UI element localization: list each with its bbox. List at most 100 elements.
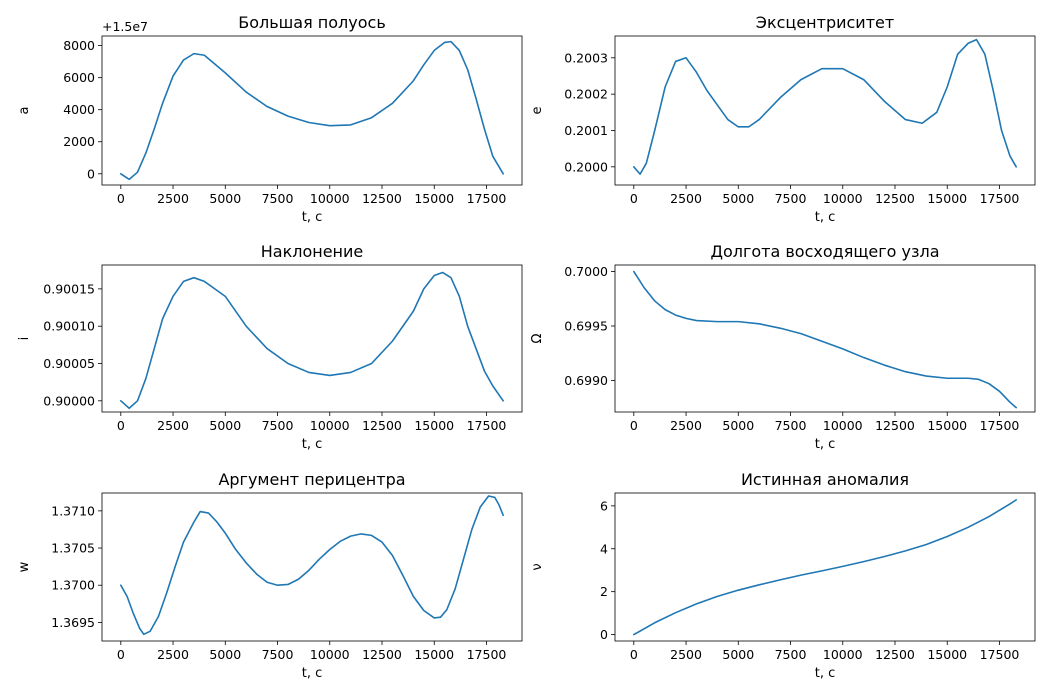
x-tick-label: 0 xyxy=(117,418,125,433)
chart-title: Истинная аномалия xyxy=(741,470,909,489)
plot-frame xyxy=(614,264,1036,413)
y-tick-label: 0.90005 xyxy=(43,356,95,371)
y-tick-label: 0.6995 xyxy=(564,318,608,333)
chart-title: Долгота восходящего узла xyxy=(710,242,939,261)
x-tick-label: 17500 xyxy=(467,647,507,662)
y-tick-label: 0.2001 xyxy=(564,123,608,138)
x-tick-label: 2500 xyxy=(670,647,702,662)
y-tick-label: 4000 xyxy=(63,102,95,117)
x-tick-label: 2500 xyxy=(157,418,189,433)
y-tick-label: 0.6990 xyxy=(564,373,608,388)
series-line xyxy=(633,270,1017,409)
y-tick-label: 1.3695 xyxy=(51,615,95,630)
x-tick-label: 12500 xyxy=(875,418,915,433)
y-tick-label: 0 xyxy=(87,166,95,181)
series-line xyxy=(633,499,1017,636)
x-axis-label: t, с xyxy=(815,210,836,225)
x-tick-label: 0 xyxy=(630,418,638,433)
x-tick-label: 15000 xyxy=(927,647,967,662)
x-axis-label: t, с xyxy=(815,437,836,452)
x-tick-label: 17500 xyxy=(980,418,1020,433)
y-offset-label: +1.5e7 xyxy=(102,19,148,34)
series-line xyxy=(120,495,504,636)
x-axis-label: t, с xyxy=(302,666,323,681)
series-line xyxy=(633,38,1017,175)
x-tick-label: 17500 xyxy=(467,191,507,206)
y-tick-label: 4 xyxy=(600,541,608,556)
x-tick-label: 12500 xyxy=(875,647,915,662)
x-tick-label: 0 xyxy=(630,647,638,662)
x-tick-label: 10000 xyxy=(310,418,350,433)
x-tick-label: 2500 xyxy=(157,191,189,206)
y-tick-label: 1.3705 xyxy=(51,541,95,556)
x-tick-label: 12500 xyxy=(362,647,402,662)
x-tick-label: 17500 xyxy=(980,647,1020,662)
x-tick-label: 12500 xyxy=(362,418,402,433)
x-tick-label: 7500 xyxy=(262,191,294,206)
subplot-2: Эксцентриситет 0 2500 5000 7500 10000 12500 150… xyxy=(530,13,1036,225)
subplot-1: Большая полуось 0 2500 5000 7500 10000 12500 15… xyxy=(17,13,523,225)
x-tick-label: 0 xyxy=(117,647,125,662)
y-tick-label: 0.2003 xyxy=(564,50,608,65)
x-tick-label: 15000 xyxy=(927,191,967,206)
y-axis-label: w xyxy=(17,561,32,572)
x-tick-label: 15000 xyxy=(414,418,454,433)
x-tick-label: 10000 xyxy=(823,647,863,662)
x-tick-label: 7500 xyxy=(775,647,807,662)
x-tick-label: 7500 xyxy=(775,418,807,433)
x-tick-label: 5000 xyxy=(722,647,754,662)
chart-title: Эксцентриситет xyxy=(756,13,894,32)
y-axis-label: Ω xyxy=(530,333,545,343)
x-axis-label: t, с xyxy=(302,437,323,452)
x-tick-label: 0 xyxy=(117,191,125,206)
y-tick-label: 0.90010 xyxy=(43,319,95,334)
x-tick-label: 5000 xyxy=(209,191,241,206)
x-tick-label: 15000 xyxy=(414,647,454,662)
subplot-3: Наклонение 0 2500 5000 7500 10000 12500 15000 17… xyxy=(17,242,523,452)
x-tick-label: 15000 xyxy=(414,191,454,206)
y-tick-label: 0 xyxy=(600,627,608,642)
x-axis-label: t, с xyxy=(815,666,836,681)
x-tick-label: 5000 xyxy=(722,191,754,206)
x-axis-label: t, с xyxy=(302,210,323,225)
x-tick-label: 10000 xyxy=(823,191,863,206)
y-tick-label: 6 xyxy=(600,498,608,513)
y-tick-label: 8000 xyxy=(63,38,95,53)
y-tick-label: 1.3710 xyxy=(51,503,95,518)
chart-title: Аргумент перицентра xyxy=(218,470,405,489)
y-axis-label: ν xyxy=(530,563,545,570)
y-tick-label: 1.3700 xyxy=(51,578,95,593)
plot-frame xyxy=(614,492,1036,642)
x-tick-label: 0 xyxy=(630,191,638,206)
series-line xyxy=(120,271,504,410)
chart-title: Большая полуось xyxy=(238,13,386,32)
series-line xyxy=(120,40,504,181)
y-tick-label: 2 xyxy=(600,584,608,599)
x-tick-label: 10000 xyxy=(823,418,863,433)
x-tick-label: 12500 xyxy=(362,191,402,206)
subplot-6: Истинная аномалия 0 2500 5000 7500 10000 12500… xyxy=(530,470,1036,681)
x-tick-label: 7500 xyxy=(775,191,807,206)
y-tick-label: 0.90015 xyxy=(43,281,95,296)
y-tick-label: 0.90000 xyxy=(43,393,95,408)
x-tick-label: 2500 xyxy=(670,418,702,433)
x-tick-label: 7500 xyxy=(262,418,294,433)
plot-frame xyxy=(101,492,523,642)
x-tick-label: 5000 xyxy=(722,418,754,433)
y-tick-label: 0.7000 xyxy=(564,264,608,279)
plot-frame xyxy=(101,264,523,413)
y-tick-label: 0.2000 xyxy=(564,159,608,174)
x-tick-label: 5000 xyxy=(209,418,241,433)
y-axis-label: i xyxy=(17,337,32,341)
x-tick-label: 2500 xyxy=(157,647,189,662)
y-axis-label: e xyxy=(530,107,545,115)
x-tick-label: 10000 xyxy=(310,191,350,206)
y-tick-label: 0.2002 xyxy=(564,87,608,102)
x-tick-label: 15000 xyxy=(927,418,967,433)
plot-frame xyxy=(101,35,523,186)
subplot-4: Долгота восходящего узла 0 2500 5000 7500 100… xyxy=(530,242,1036,452)
x-tick-label: 17500 xyxy=(980,191,1020,206)
x-tick-label: 2500 xyxy=(670,191,702,206)
plot-frame xyxy=(614,35,1036,186)
